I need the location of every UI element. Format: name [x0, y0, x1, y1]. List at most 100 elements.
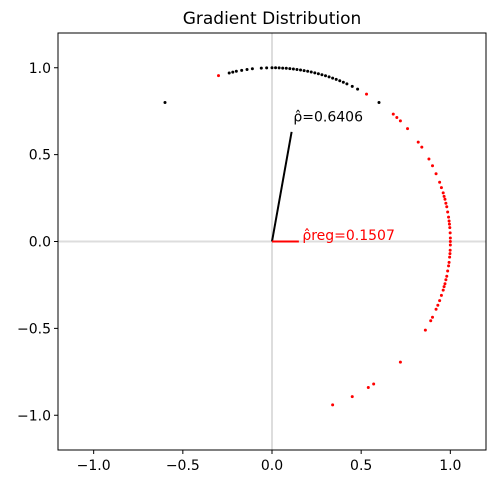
- data-point: [331, 76, 335, 80]
- data-point: [441, 191, 445, 195]
- data-point: [231, 70, 235, 74]
- data-point: [448, 240, 452, 243]
- vectors: [271, 131, 299, 243]
- data-point: [441, 288, 445, 292]
- y-tick-label: −0.5: [17, 321, 51, 337]
- data-point: [309, 70, 313, 74]
- data-point: [274, 66, 278, 70]
- data-point: [447, 222, 451, 226]
- y-tick-label: 0.5: [29, 148, 51, 164]
- data-point: [448, 231, 452, 235]
- data-point: [447, 215, 451, 219]
- data-point: [420, 145, 424, 149]
- vector-label: ρ̂reg=0.1507: [302, 228, 395, 244]
- data-point: [448, 236, 452, 240]
- data-point: [398, 119, 402, 123]
- data-point: [281, 66, 285, 70]
- data-point: [446, 269, 450, 273]
- data-point: [350, 84, 354, 88]
- data-point: [320, 73, 324, 77]
- data-point: [439, 293, 443, 297]
- data-point: [316, 72, 320, 76]
- data-point: [372, 382, 376, 386]
- data-point: [350, 395, 354, 399]
- axis-ticks: −1.0 −0.5 0.0 0.5 1.0 −1.0 −0.5 0.0 0.5 1.0: [17, 61, 461, 474]
- x-tick-label: −1.0: [77, 458, 111, 474]
- chart-title: Gradient Distribution: [183, 9, 362, 29]
- x-tick-label: 0.5: [350, 458, 372, 474]
- data-point: [444, 278, 448, 282]
- data-point: [259, 66, 263, 70]
- data-point: [365, 92, 369, 96]
- data-point: [377, 101, 381, 104]
- data-point: [442, 285, 446, 289]
- y-tick-label: −1.0: [17, 408, 51, 424]
- data-point: [324, 74, 327, 78]
- data-point: [341, 80, 345, 84]
- data-point: [334, 77, 338, 81]
- y-tick-label: 0.0: [29, 235, 51, 251]
- data-point: [299, 68, 303, 72]
- data-point: [423, 328, 427, 332]
- data-point: [163, 101, 167, 104]
- data-point: [240, 68, 244, 72]
- data-point: [313, 71, 317, 75]
- data-point: [234, 69, 238, 73]
- data-point: [338, 79, 342, 83]
- data-point: [270, 66, 274, 70]
- data-point: [442, 194, 446, 198]
- data-point: [391, 112, 395, 116]
- data-point: [277, 66, 281, 70]
- data-point: [398, 360, 402, 364]
- data-point: [245, 67, 249, 71]
- data-point: [438, 299, 442, 303]
- data-point: [345, 82, 349, 86]
- data-point: [416, 140, 420, 144]
- data-point: [448, 252, 452, 256]
- data-point: [284, 66, 288, 70]
- data-point: [434, 172, 438, 176]
- data-point: [447, 260, 451, 264]
- x-tick-label: −0.5: [166, 458, 200, 474]
- data-point: [395, 115, 399, 119]
- data-point: [439, 186, 443, 190]
- data-point: [288, 67, 292, 71]
- data-point: [291, 67, 295, 71]
- data-point: [227, 71, 231, 75]
- data-point: [438, 180, 442, 184]
- data-point: [436, 303, 440, 307]
- data-point: [302, 69, 306, 73]
- data-point: [295, 67, 299, 71]
- data-point: [427, 157, 431, 161]
- data-point: [443, 282, 447, 286]
- data-point: [444, 201, 448, 205]
- data-point: [448, 243, 452, 247]
- data-point: [431, 315, 434, 319]
- data-point: [366, 385, 370, 389]
- data-point: [446, 210, 450, 214]
- data-point: [406, 127, 410, 131]
- data-point: [431, 164, 434, 168]
- data-point: [447, 219, 451, 223]
- data-point: [445, 205, 449, 209]
- data-point: [448, 226, 452, 230]
- data-point: [265, 66, 269, 70]
- data-point: [356, 87, 360, 91]
- data-point: [217, 74, 220, 78]
- data-point: [443, 197, 447, 201]
- data-point: [306, 69, 310, 73]
- data-point: [434, 307, 438, 311]
- data-point: [331, 403, 335, 407]
- y-tick-label: 1.0: [29, 61, 51, 77]
- x-tick-label: 0.0: [261, 458, 283, 474]
- data-point: [448, 255, 452, 259]
- data-point: [448, 248, 452, 252]
- data-point: [445, 274, 449, 278]
- annotations: ρ̂=0.6406 ρ̂reg=0.1507: [293, 110, 394, 244]
- data-point: [429, 319, 433, 323]
- data-points: [163, 66, 452, 407]
- vector-line: [271, 131, 293, 242]
- data-point: [250, 67, 254, 71]
- vector-label: ρ̂=0.6406: [293, 110, 363, 126]
